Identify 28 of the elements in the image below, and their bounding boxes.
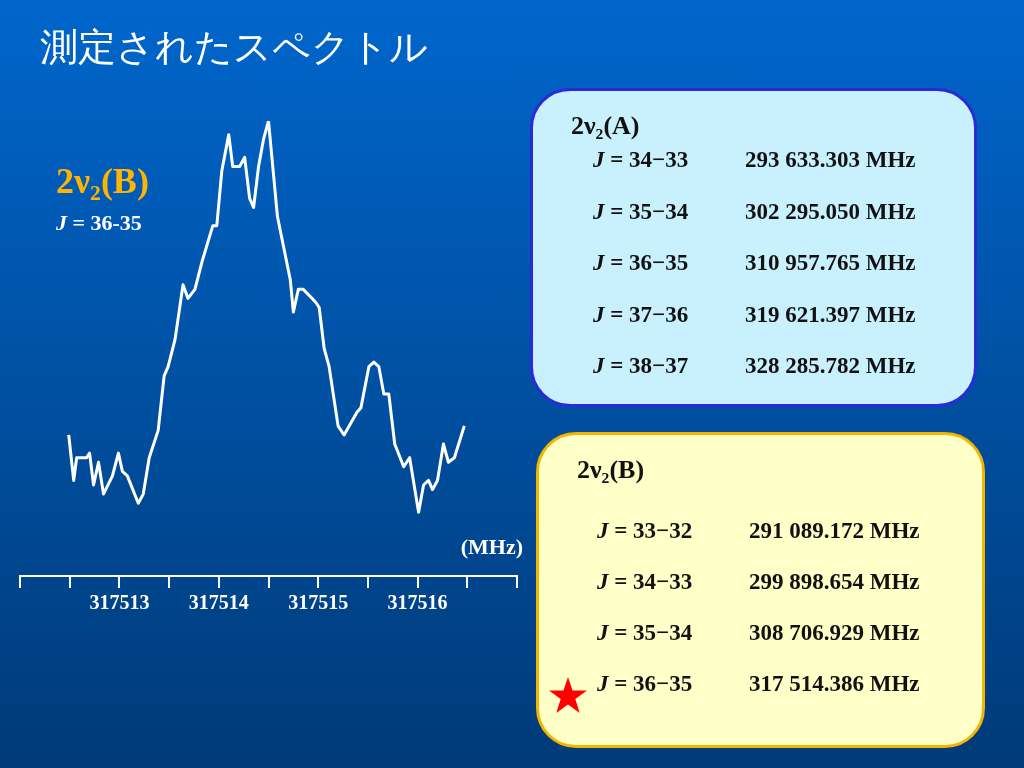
text: 319 621.397 MHz <box>745 301 916 328</box>
text: 317 514.386 MHz <box>749 671 920 697</box>
annotation: J = 36-35 <box>56 210 142 235</box>
text: J = 35−34 <box>593 198 689 224</box>
text: J = 33−32 <box>597 518 693 543</box>
text: 299 898.654 MHz <box>749 569 920 595</box>
text: 293 633.303 MHz <box>745 147 916 173</box>
text: J = 36−35 <box>597 671 693 696</box>
chart-title: 測定されたスペクトル <box>40 24 428 71</box>
text: J = 36−35 <box>593 250 689 275</box>
text: 291 089.172 MHz <box>749 518 920 544</box>
text: 328 285.782 MHz <box>745 353 916 379</box>
text: 302 295.050 MHz <box>745 198 916 225</box>
x-tick-label: 317513 <box>89 591 150 614</box>
x-axis-title: (MHz) <box>460 534 523 559</box>
annotation: 2ν₂(B) <box>56 160 149 202</box>
x-tick-label: 317516 <box>387 591 448 614</box>
text: 2ν₂(A) <box>571 111 640 141</box>
text: J = 38−37 <box>593 353 689 378</box>
x-tick-label: 317514 <box>188 591 249 614</box>
text: 310 957.765 MHz <box>745 250 916 276</box>
text: J = 34−33 <box>597 569 693 594</box>
text: J = 35−34 <box>597 620 693 645</box>
text: J = 34−33 <box>593 147 689 172</box>
text: 2ν₂(B) <box>577 455 645 485</box>
text: 308 706.929 MHz <box>749 620 920 646</box>
text: J = 37−36 <box>593 301 689 327</box>
x-tick-label: 317515 <box>288 591 349 614</box>
